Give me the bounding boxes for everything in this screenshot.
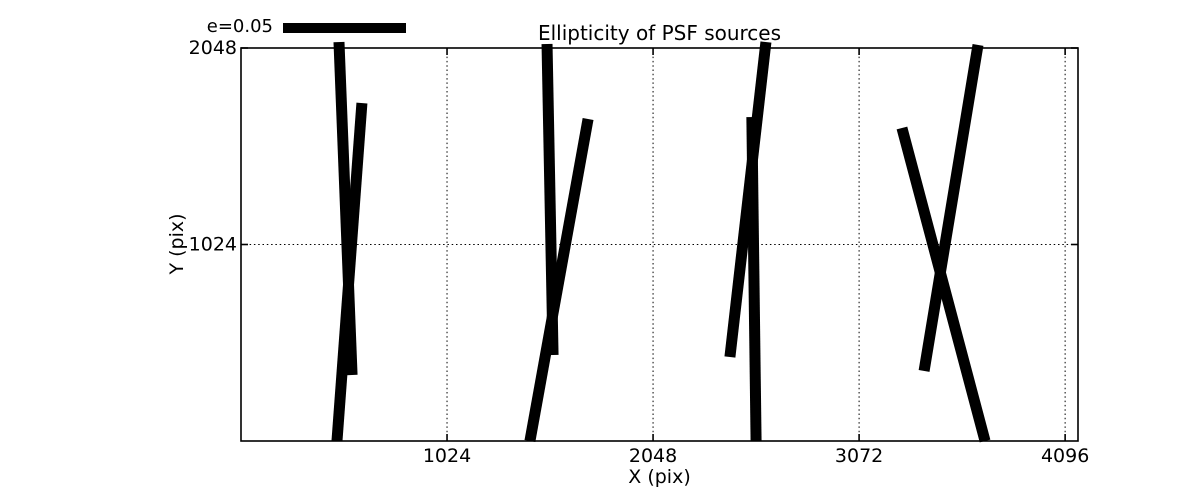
legend-key-bar [283,23,406,33]
x-tick-label: 1024 [423,445,471,467]
x-tick-label: 4096 [1041,445,1089,467]
x-tick-label: 3072 [835,445,883,467]
y-axis-label: Y (pix) [166,213,188,275]
ellipticity-stick [524,118,594,442]
y-tick-label: 2048 [189,37,237,59]
ellipticity-stick [918,44,984,372]
ellipticity-stick [896,126,991,443]
x-axis-label: X (pix) [628,466,691,488]
x-tick-label: 2048 [629,445,677,467]
ellipticity-stick [331,102,368,442]
y-tick-label: 1024 [189,234,237,256]
ellipticity-stick [746,117,762,442]
legend-label: e=0.05 [206,16,273,37]
chart-title: Ellipticity of PSF sources [537,21,782,45]
